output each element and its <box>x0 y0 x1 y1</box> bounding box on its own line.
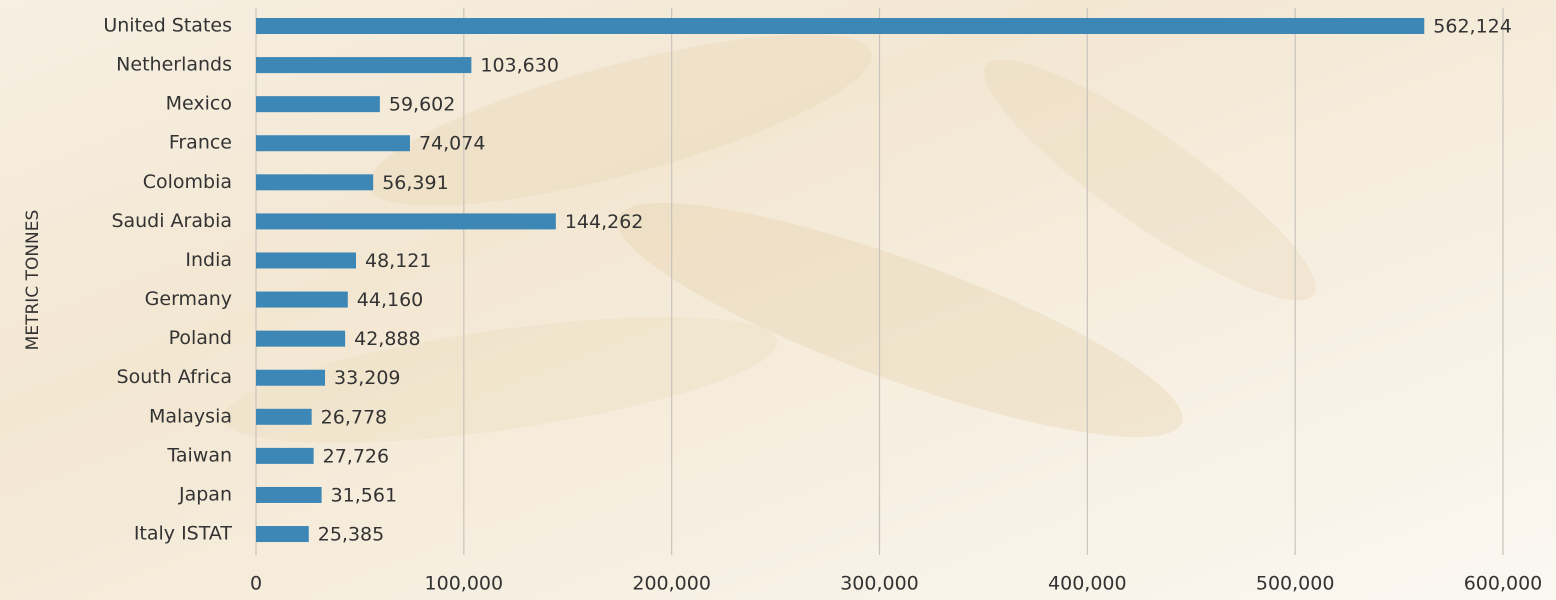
y-tick-label: Mexico <box>166 93 232 115</box>
data-label: 48,121 <box>365 250 431 272</box>
data-label: 25,385 <box>318 524 384 546</box>
bar <box>256 18 1425 34</box>
data-label: 144,262 <box>565 211 644 233</box>
y-tick-label: Colombia <box>143 171 232 193</box>
decoration <box>222 34 1316 444</box>
y-tick-label: Italy ISTAT <box>134 523 233 545</box>
bar <box>256 486 322 503</box>
data-label: 56,391 <box>382 172 448 194</box>
bar <box>256 252 357 269</box>
bar <box>256 330 346 347</box>
data-label: 31,561 <box>331 484 397 506</box>
y-axis-label: METRIC TONNES <box>23 210 43 351</box>
data-label: 562,124 <box>1433 16 1512 38</box>
bar <box>256 526 309 543</box>
bar <box>256 57 472 74</box>
y-tick-label: Germany <box>145 288 232 310</box>
bar <box>256 447 314 464</box>
x-tick-label: 500,000 <box>1256 573 1335 595</box>
y-tick-label: India <box>185 249 232 271</box>
y-tick-label: Malaysia <box>149 405 232 427</box>
bar <box>256 135 410 152</box>
data-label: 59,602 <box>389 94 455 116</box>
data-label: 27,726 <box>323 445 389 467</box>
y-tick-label: Taiwan <box>166 444 232 466</box>
bar <box>256 213 556 230</box>
x-tick-label: 300,000 <box>840 573 919 595</box>
y-tick-label: South Africa <box>117 366 232 388</box>
bar <box>256 291 348 308</box>
bar <box>256 369 326 386</box>
x-tick-label: 0 <box>250 573 262 595</box>
y-tick-label: Saudi Arabia <box>111 210 232 232</box>
data-label: 74,074 <box>419 133 485 155</box>
bar <box>256 174 374 191</box>
y-tick-label: Netherlands <box>116 54 232 76</box>
data-label: 42,888 <box>354 328 420 350</box>
x-tick-label: 200,000 <box>632 573 711 595</box>
x-tick-label: 600,000 <box>1464 573 1543 595</box>
data-label: 33,209 <box>334 367 400 389</box>
data-label: 44,160 <box>357 289 423 311</box>
y-tick-label: Poland <box>169 327 232 349</box>
bar <box>256 408 312 425</box>
bar <box>256 96 380 113</box>
data-label: 26,778 <box>321 406 387 428</box>
y-tick-label: Japan <box>178 483 232 505</box>
y-tick-label: France <box>169 132 232 154</box>
y-tick-label: United States <box>103 15 232 37</box>
data-label: 103,630 <box>480 55 559 77</box>
x-tick-label: 400,000 <box>1048 573 1127 595</box>
x-tick-label: 100,000 <box>425 573 504 595</box>
